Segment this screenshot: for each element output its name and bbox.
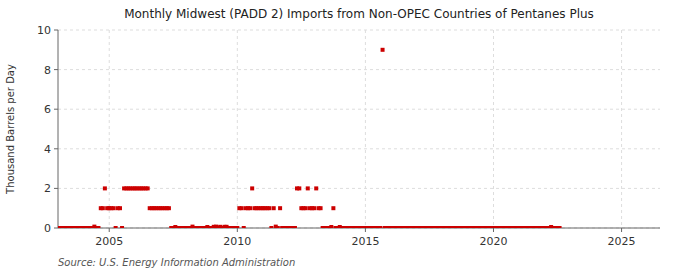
point — [304, 206, 308, 210]
point — [240, 206, 244, 210]
point — [101, 206, 105, 210]
y-tick-label: 2 — [44, 182, 51, 195]
y-tick-label: 10 — [37, 24, 51, 37]
y-tick-label: 8 — [44, 64, 51, 77]
point — [276, 226, 280, 228]
point — [269, 226, 273, 228]
point — [112, 206, 116, 210]
point — [319, 206, 323, 210]
y-tick — [54, 69, 58, 70]
chart: 0 2 4 6 8 10 2005 2010 2015 2020 2025 Monthly Midwe… — [0, 0, 675, 275]
y-grid-line — [58, 109, 660, 110]
point — [312, 206, 316, 210]
y-axis-label: Thousand Barrels per Day — [5, 64, 16, 195]
point — [297, 186, 301, 190]
x-tick-label: 2010 — [223, 235, 251, 248]
point — [278, 206, 282, 210]
point — [331, 206, 335, 210]
y-tick-label: 0 — [44, 222, 51, 235]
x-grid-line — [237, 30, 238, 228]
point — [114, 226, 118, 228]
y-grid-line — [58, 69, 660, 70]
y-tick — [54, 148, 58, 149]
y-grid-line — [58, 30, 660, 31]
x-tick — [493, 228, 494, 232]
point — [329, 225, 333, 228]
y-grid-line — [58, 148, 660, 149]
y-tick — [54, 188, 58, 189]
point — [314, 186, 318, 190]
point — [167, 206, 171, 210]
x-tick — [109, 228, 110, 232]
x-grid-line — [365, 30, 366, 228]
y-axis-line — [58, 30, 59, 228]
title: Monthly Midwest (PADD 2) Imports from No… — [124, 7, 594, 21]
point — [306, 186, 310, 190]
x-tick-label: 2025 — [608, 235, 636, 248]
point — [381, 48, 385, 52]
point — [272, 206, 276, 210]
x-tick-label: 2005 — [95, 235, 123, 248]
x-tick-label: 2015 — [351, 235, 379, 248]
point — [558, 226, 562, 228]
point — [248, 206, 252, 210]
point — [242, 226, 246, 228]
axes: 0 2 4 6 8 10 2005 2010 2015 2020 2025 — [37, 24, 660, 248]
source: Source: U.S. Energy Information Administ… — [58, 257, 295, 268]
grid — [58, 30, 660, 228]
x-tick — [237, 228, 238, 232]
point — [146, 186, 150, 190]
point — [378, 226, 382, 228]
y-tick — [54, 228, 58, 229]
point — [293, 226, 297, 228]
y-tick-label: 4 — [44, 143, 51, 156]
point — [118, 206, 122, 210]
point — [267, 206, 271, 210]
y-tick — [54, 30, 58, 31]
point — [96, 226, 100, 228]
y-tick — [54, 109, 58, 110]
point — [235, 226, 239, 228]
point — [103, 186, 107, 190]
x-tick-label: 2020 — [479, 235, 507, 248]
point — [250, 186, 254, 190]
x-grid-line — [493, 30, 494, 228]
y-tick-label: 6 — [44, 103, 51, 116]
x-tick — [621, 228, 622, 232]
point — [120, 226, 124, 228]
x-grid-line — [109, 30, 110, 228]
points — [58, 48, 562, 228]
x-tick — [365, 228, 366, 232]
x-grid-line — [621, 30, 622, 228]
